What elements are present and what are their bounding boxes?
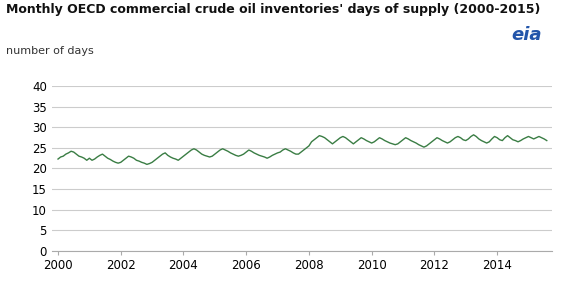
- Text: number of days: number of days: [6, 46, 94, 56]
- Text: Monthly OECD commercial crude oil inventories' days of supply (2000-2015): Monthly OECD commercial crude oil invent…: [6, 3, 540, 16]
- Text: eia: eia: [511, 26, 542, 43]
